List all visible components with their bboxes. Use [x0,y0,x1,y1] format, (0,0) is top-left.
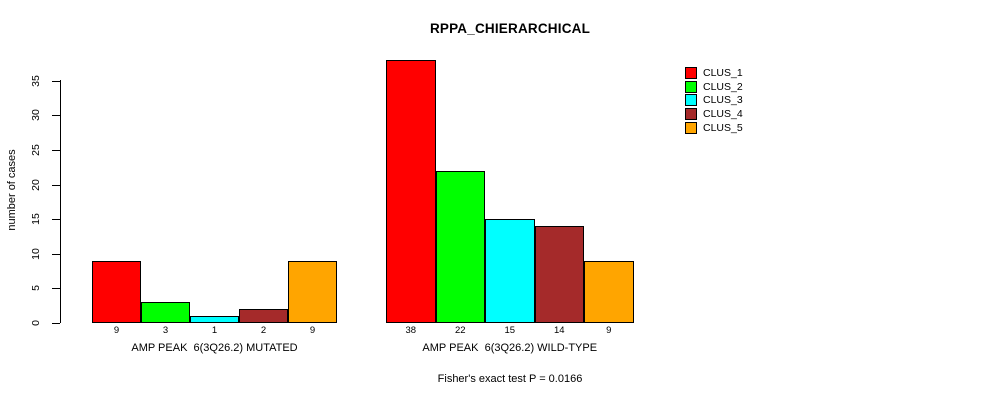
chart-title: RPPA_CHIERARCHICAL [429,21,591,36]
legend-label: CLUS_5 [703,122,743,134]
legend-color-swatch [685,67,697,79]
legend-color-swatch [685,108,697,120]
y-axis-label: number of cases [6,149,18,231]
group-axis-label: AMP PEAK 6(3Q26.2) WILD-TYPE [422,342,598,354]
bar [239,309,288,323]
legend-label: CLUS_3 [703,94,743,106]
bar [190,316,239,323]
y-tick-mark [52,288,60,289]
bar-value-label: 9 [113,325,120,336]
legend-label: CLUS_1 [703,67,743,79]
bar [386,60,436,323]
bar [485,219,535,323]
y-tick-mark [52,81,60,82]
legend: CLUS_1 CLUS_2 CLUS_3 CLUS_4 CLUS_5 [685,67,805,147]
y-tick-label: 20 [30,179,42,191]
bar-value-label: 15 [504,325,516,336]
legend-color-swatch [685,81,697,93]
bar-value-label: 22 [454,325,466,336]
bar [435,171,485,323]
bar-value-label: 14 [553,325,565,336]
y-axis-line [60,80,61,323]
bar-value-label: 2 [260,325,267,336]
y-tick-mark [52,323,60,324]
y-tick-label: 15 [30,213,42,225]
y-tick-mark [52,219,60,220]
y-tick-label: 0 [30,320,42,326]
group-axis-label: AMP PEAK 6(3Q26.2) MUTATED [131,342,298,354]
bar-value-label: 9 [309,325,316,336]
legend-label: CLUS_2 [703,81,743,93]
y-tick-label: 30 [30,109,42,121]
y-tick-label: 10 [30,248,42,260]
y-tick-mark [52,115,60,116]
bar-value-label: 1 [211,325,218,336]
legend-color-swatch [685,94,697,106]
y-tick-mark [52,150,60,151]
bar [288,261,337,323]
y-tick-label: 35 [30,75,42,87]
bar-value-label: 38 [405,325,417,336]
y-tick-label: 25 [30,144,42,156]
bar [534,226,584,323]
y-tick-mark [52,254,60,255]
bar-value-label: 3 [162,325,169,336]
y-tick-label: 5 [30,285,42,291]
legend-color-swatch [685,122,697,134]
footnote-text: Fisher's exact test P = 0.0166 [437,373,583,385]
bar [584,261,634,323]
bar [92,261,141,323]
bar-value-label: 9 [606,325,612,336]
legend-label: CLUS_4 [703,108,743,120]
bar [141,302,190,323]
y-tick-mark [52,185,60,186]
